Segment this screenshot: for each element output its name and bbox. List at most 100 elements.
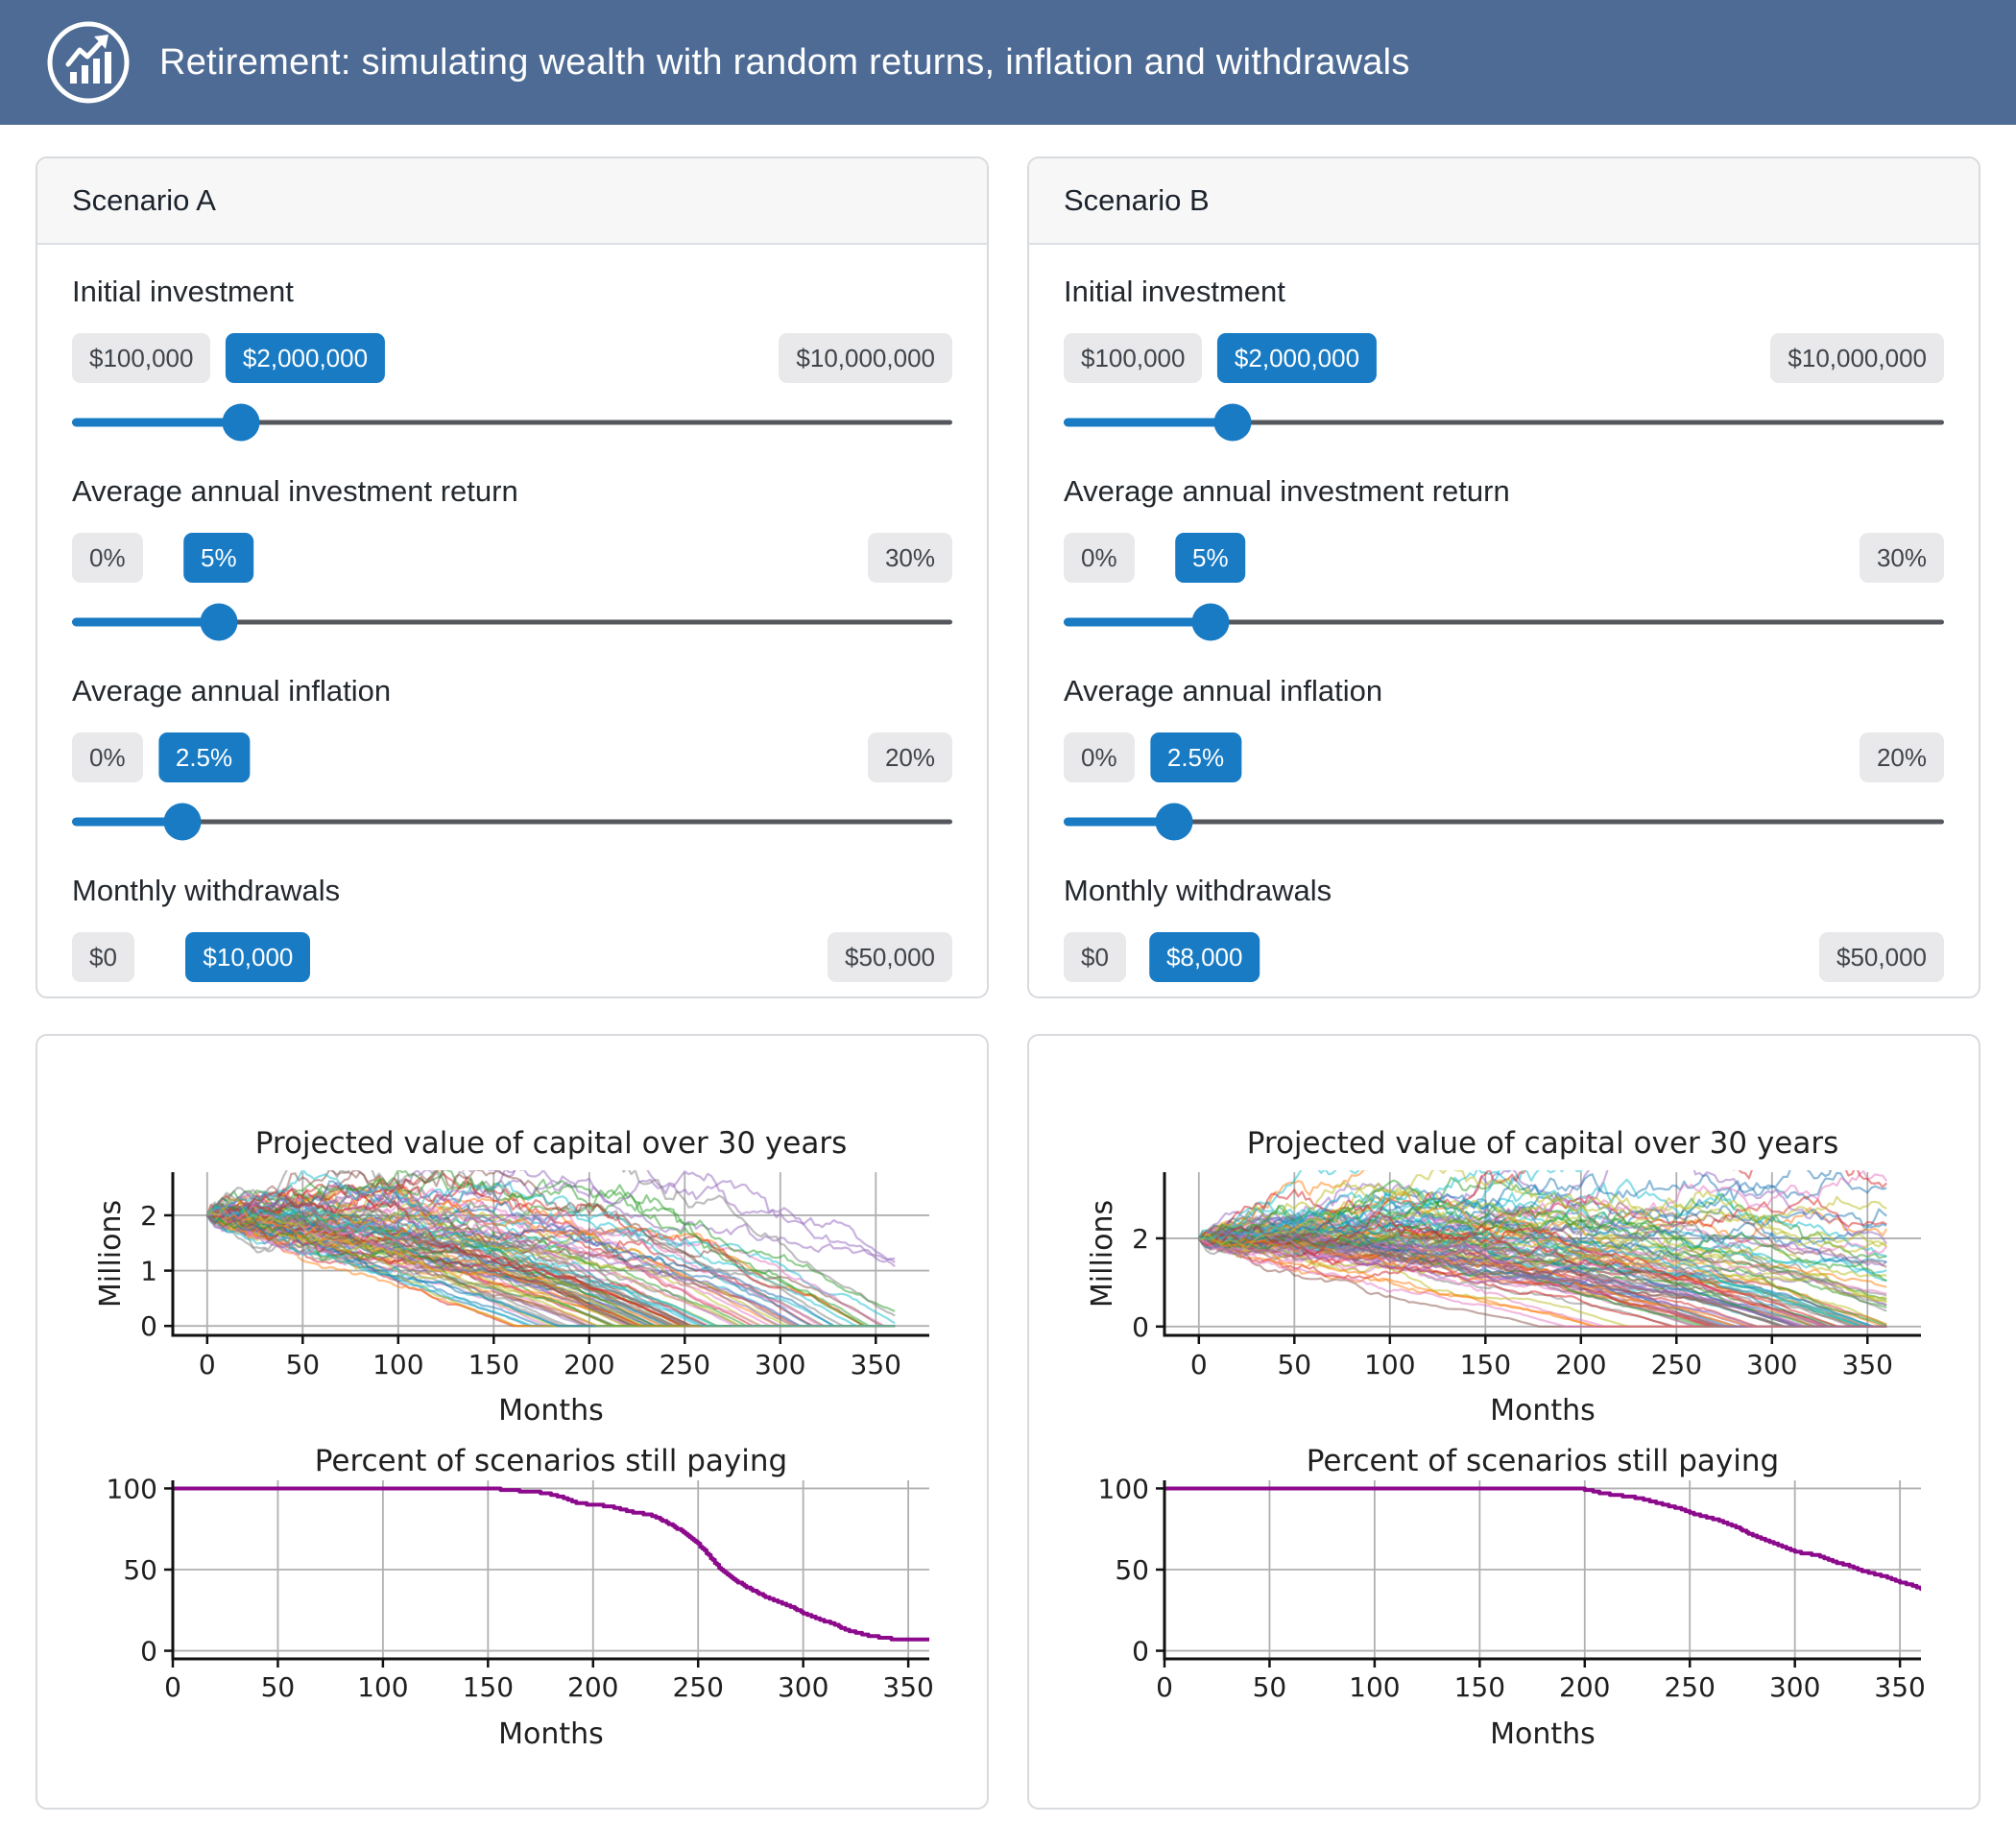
svg-text:50: 50 [123, 1554, 157, 1586]
slider-track[interactable] [72, 420, 952, 425]
scenario-a-charts-panel: 0 50 100 150 200 250 300 350 0 1 2 Projected value … [36, 1034, 989, 1810]
slider-handle[interactable] [1155, 803, 1193, 841]
scenario-a-title: Scenario A [37, 158, 987, 245]
svg-text:Projected value of capital ove: Projected value of capital over 30 years [255, 1126, 847, 1161]
slider-fill [72, 418, 241, 427]
slider-label: Initial investment [1064, 275, 1285, 308]
slider-track[interactable] [1064, 420, 1944, 425]
svg-text:100: 100 [1364, 1349, 1415, 1380]
svg-text:Percent of scenarios still pay: Percent of scenarios still paying [1307, 1444, 1779, 1478]
slider-fill [72, 617, 219, 627]
slider-max-badge: $50,000 [828, 932, 952, 982]
slider-fill [72, 817, 182, 827]
slider[interactable] [72, 802, 952, 842]
slider-handle[interactable] [1213, 403, 1252, 442]
svg-text:Months: Months [1490, 1717, 1596, 1751]
slider-label: Average annual investment return [72, 474, 518, 508]
scenario-b-charts-panel: 0 50 100 150 200 250 300 350 0 2 Projected value o… [1027, 1034, 1980, 1810]
svg-text:300: 300 [1769, 1671, 1820, 1703]
svg-text:150: 150 [1460, 1349, 1511, 1380]
svg-text:50: 50 [1253, 1671, 1287, 1703]
slider[interactable] [72, 402, 952, 443]
scenario-b-projection-chart: 0 50 100 150 200 250 300 350 0 2 Projected value o… [1086, 1126, 1921, 1428]
scenario-b-title: Scenario B [1029, 158, 1979, 245]
slider[interactable] [72, 602, 952, 642]
slider-track[interactable] [72, 819, 952, 825]
slider-handle[interactable] [1191, 603, 1230, 641]
slider-max-badge: $10,000,000 [779, 333, 952, 383]
svg-text:1: 1 [140, 1256, 157, 1287]
svg-text:50: 50 [261, 1671, 296, 1703]
svg-text:Months: Months [498, 1717, 604, 1751]
svg-text:Millions: Millions [94, 1200, 128, 1308]
svg-text:0: 0 [1132, 1636, 1149, 1668]
svg-text:Percent of scenarios still pay: Percent of scenarios still paying [315, 1444, 787, 1478]
slider-group: Average annual investment return 0% 5% 3… [72, 473, 952, 642]
svg-text:100: 100 [1098, 1473, 1149, 1504]
slider-label: Average annual inflation [72, 674, 392, 708]
slider-value-badge: 2.5% [1149, 732, 1242, 782]
slider-handle[interactable] [222, 403, 260, 442]
slider-track[interactable] [72, 619, 952, 625]
svg-text:Projected value of capital ove: Projected value of capital over 30 years [1247, 1126, 1838, 1161]
slider-track[interactable] [1064, 819, 1944, 825]
slider-max-badge: 30% [1859, 533, 1944, 583]
slider-group: Initial investment $100,000 $2,000,000 $… [1064, 274, 1944, 443]
svg-text:300: 300 [755, 1349, 805, 1380]
svg-text:2: 2 [140, 1200, 157, 1232]
slider-min-badge: 0% [1064, 732, 1135, 782]
svg-text:300: 300 [778, 1671, 828, 1703]
svg-text:250: 250 [1664, 1671, 1715, 1703]
slider-group: Average annual investment return 0% 5% 3… [1064, 473, 1944, 642]
slider-min-badge: $100,000 [72, 333, 211, 383]
slider-min-badge: $0 [1064, 932, 1126, 982]
slider-group: Average annual inflation 0% 2.5% 20% [72, 673, 952, 842]
slider-value-badge: $10,000 [185, 932, 311, 982]
slider-label: Initial investment [72, 275, 294, 308]
slider-handle[interactable] [163, 803, 202, 841]
scenario-b-body: Initial investment $100,000 $2,000,000 $… [1029, 245, 1979, 996]
svg-text:0: 0 [1190, 1349, 1208, 1380]
svg-text:100: 100 [372, 1349, 423, 1380]
slider-value-badge: 2.5% [157, 732, 251, 782]
trending-up-chart-icon [47, 21, 130, 104]
slider-group: Monthly withdrawals $0 $10,000 $50,000 [72, 873, 952, 996]
slider[interactable] [1064, 802, 1944, 842]
svg-text:250: 250 [672, 1671, 723, 1703]
svg-text:0: 0 [140, 1310, 157, 1342]
svg-text:200: 200 [564, 1349, 614, 1380]
svg-text:0: 0 [1156, 1671, 1173, 1703]
scenario-a-projection-chart: 0 50 100 150 200 250 300 350 0 1 2 Projected value … [94, 1126, 929, 1428]
slider-fill [1064, 817, 1174, 827]
slider-label: Average annual investment return [1064, 474, 1510, 508]
slider-min-badge: $100,000 [1064, 333, 1203, 383]
slider-label: Average annual inflation [1064, 674, 1383, 708]
slider-track[interactable] [1064, 619, 1944, 625]
slider-min-badge: $0 [72, 932, 134, 982]
slider-label: Monthly withdrawals [1064, 874, 1332, 907]
svg-text:2: 2 [1132, 1223, 1149, 1255]
svg-text:0: 0 [140, 1636, 157, 1668]
svg-text:150: 150 [463, 1671, 514, 1703]
slider-badges: 0% 2.5% 20% [1064, 732, 1944, 782]
svg-text:0: 0 [1132, 1311, 1149, 1343]
slider-handle[interactable] [200, 603, 238, 641]
slider-max-badge: 30% [867, 533, 952, 583]
svg-text:100: 100 [107, 1473, 157, 1504]
slider-group: Average annual inflation 0% 2.5% 20% [1064, 673, 1944, 842]
slider-fill [1064, 418, 1233, 427]
svg-text:50: 50 [1115, 1554, 1149, 1586]
slider-value-badge: 5% [183, 533, 254, 583]
slider-min-badge: 0% [72, 533, 143, 583]
svg-text:300: 300 [1746, 1349, 1797, 1380]
slider-max-badge: 20% [867, 732, 952, 782]
slider-badges: $0 $8,000 $50,000 [1064, 932, 1944, 982]
slider[interactable] [1064, 602, 1944, 642]
svg-text:250: 250 [1651, 1349, 1702, 1380]
svg-text:350: 350 [1874, 1671, 1925, 1703]
slider-label: Monthly withdrawals [72, 874, 341, 907]
svg-text:350: 350 [882, 1671, 933, 1703]
svg-text:150: 150 [468, 1349, 519, 1380]
slider[interactable] [1064, 402, 1944, 443]
svg-text:100: 100 [357, 1671, 408, 1703]
